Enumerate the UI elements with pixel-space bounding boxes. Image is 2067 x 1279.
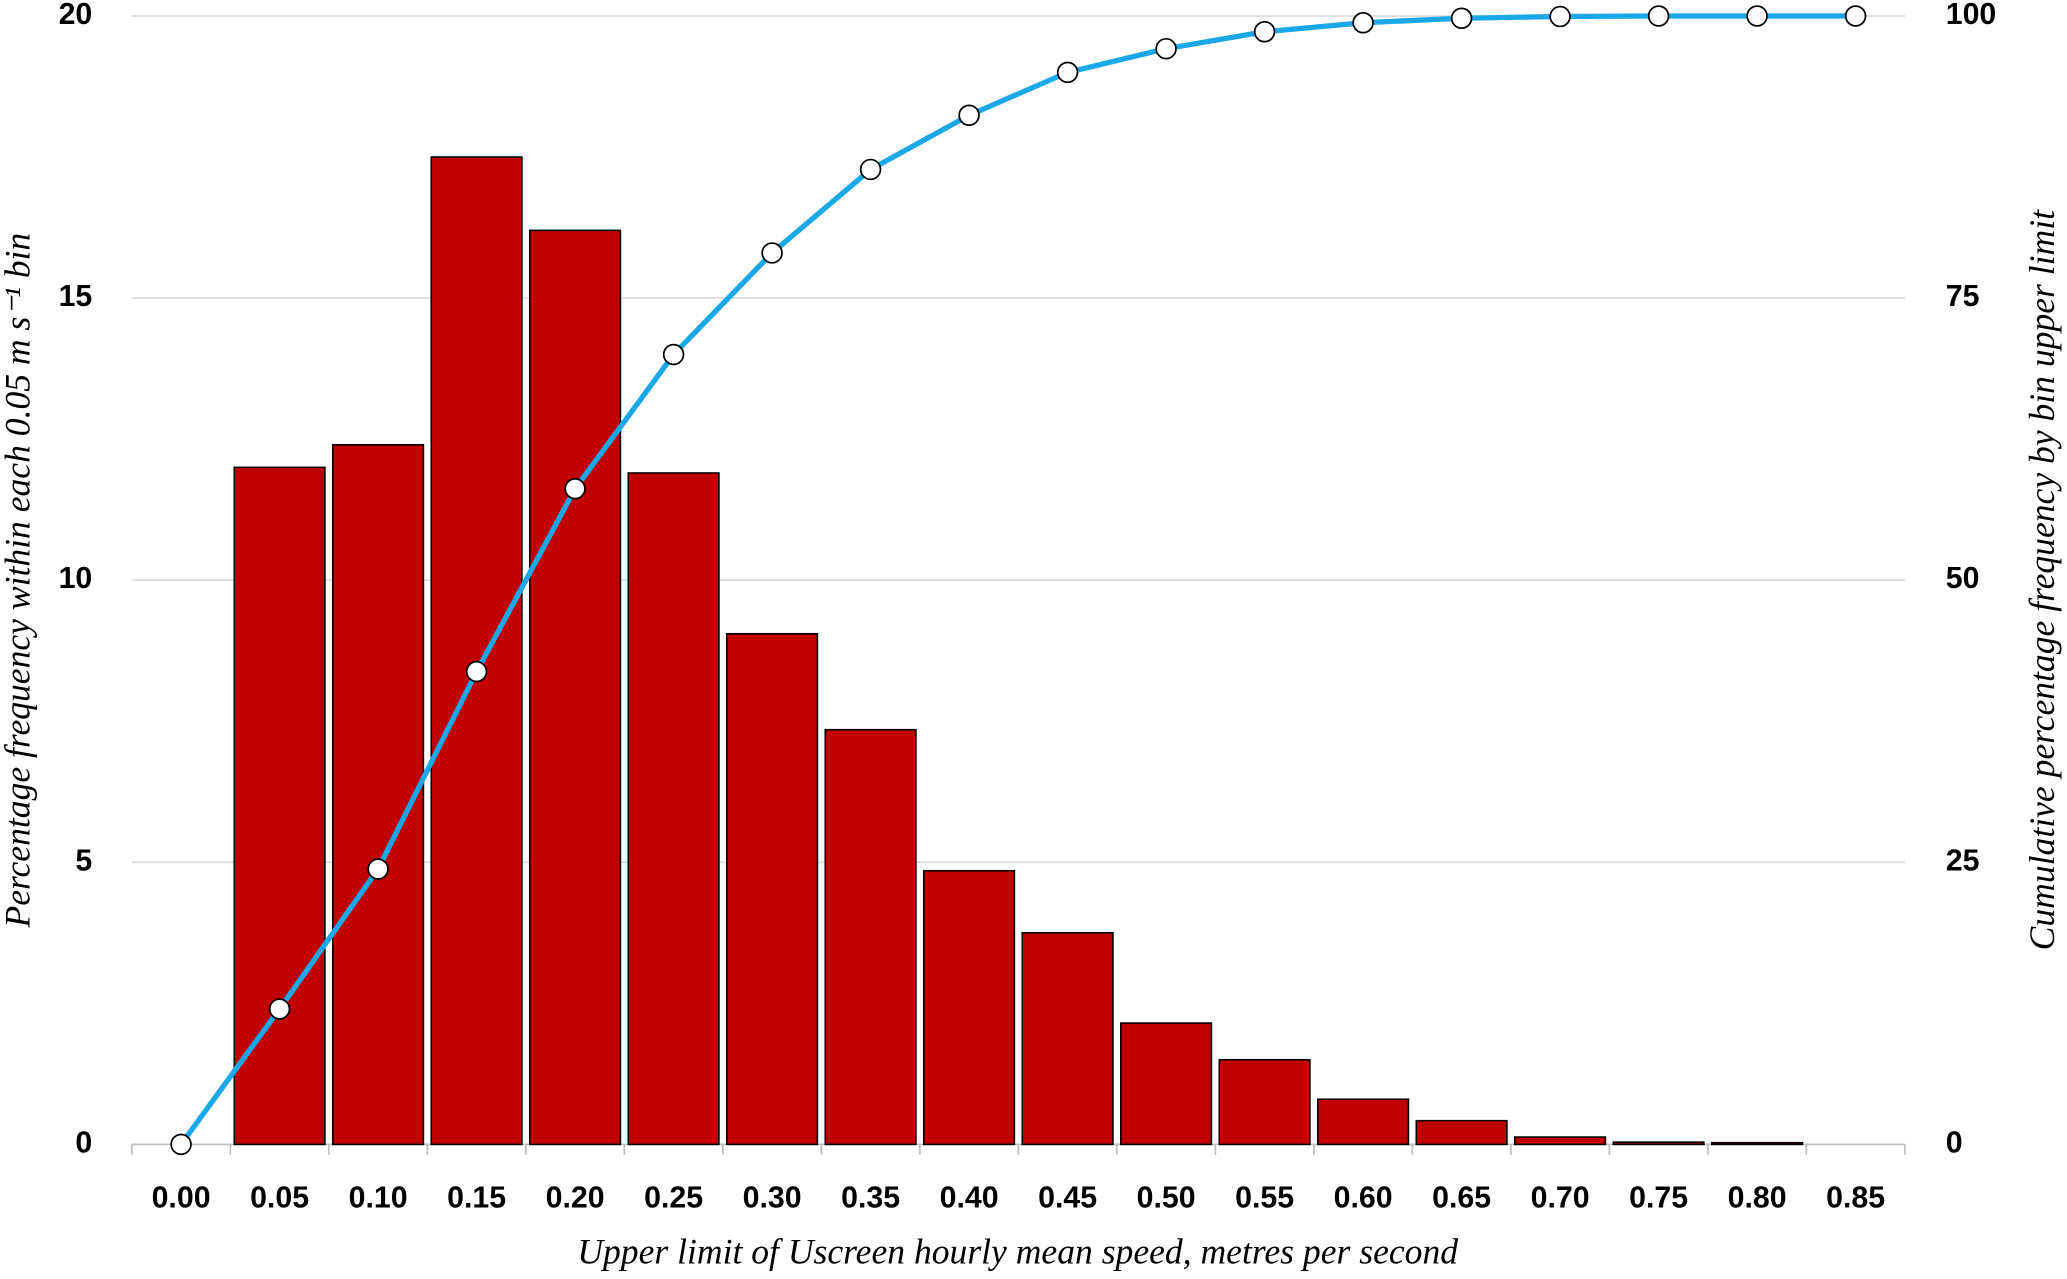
line-marker [1647, 5, 1670, 27]
x-tick-label: 0.35 [841, 1182, 900, 1215]
line-marker [958, 104, 980, 127]
x-tick-label: 0.30 [743, 1182, 802, 1215]
bar [430, 156, 523, 1146]
line-marker [1450, 7, 1473, 29]
x-tick-label: 0.60 [1334, 1182, 1393, 1215]
x-tick-label: 0.00 [152, 1182, 211, 1215]
bar [528, 229, 622, 1146]
line-marker [1549, 5, 1571, 28]
x-tick-label: 0.05 [250, 1182, 309, 1215]
x-tick-label: 0.55 [1235, 1182, 1294, 1215]
y-tick-label: 15 [59, 280, 93, 313]
x-tick-label: 0.45 [1038, 1182, 1097, 1215]
bar [922, 869, 1016, 1146]
bar [1021, 932, 1114, 1146]
line-marker [1352, 11, 1374, 34]
x-tick-label: 0.80 [1728, 1182, 1787, 1215]
y2-tick-label: 25 [1946, 844, 1980, 877]
y-axis-title: Percentage frequency within each 0.05 m … [0, 233, 37, 929]
bar [1415, 1119, 1508, 1146]
bar [824, 728, 917, 1146]
line-marker [268, 998, 291, 1020]
x-tick-label: 0.25 [644, 1182, 703, 1215]
line-marker [465, 660, 488, 683]
line-marker [1155, 37, 1177, 60]
bar [233, 466, 326, 1146]
bar [1513, 1136, 1607, 1146]
line [178, 13, 1856, 1146]
y2-axis-title: Cumulative percentage frequency by bin u… [2022, 209, 2062, 950]
line-marker [1746, 5, 1768, 27]
line-marker [1056, 61, 1079, 84]
line-marker [662, 343, 685, 366]
bar [1316, 1098, 1410, 1146]
line-marker [170, 1133, 192, 1156]
bar [1711, 1141, 1804, 1146]
x-tick-label: 0.50 [1137, 1182, 1196, 1215]
x-tick-label: 0.85 [1826, 1182, 1885, 1215]
bar [627, 472, 720, 1146]
line-marker [564, 478, 586, 500]
bar [725, 632, 819, 1146]
y-tick-label: 20 [59, 0, 93, 31]
y2-tick-label: 0 [1946, 1126, 1963, 1159]
bar [1612, 1141, 1705, 1146]
x-tick-label: 0.20 [546, 1182, 605, 1215]
y-tick-label: 10 [59, 562, 93, 595]
x-tick-label: 0.10 [349, 1182, 408, 1215]
bar [1119, 1022, 1213, 1146]
y-tick-label: 5 [75, 844, 92, 877]
line-marker [859, 158, 882, 181]
x-tick-label: 0.70 [1531, 1182, 1590, 1215]
x-tick-label: 0.65 [1432, 1182, 1491, 1215]
line-marker [367, 858, 389, 880]
x-tick-label: 0.15 [447, 1182, 506, 1215]
x-tick-label: 0.75 [1629, 1182, 1688, 1215]
bar [1218, 1058, 1311, 1146]
line-marker [1253, 21, 1276, 43]
y2-tick-label: 50 [1946, 562, 1980, 595]
bar [331, 443, 425, 1146]
line-marker [1844, 5, 1867, 27]
y2-tick-label: 75 [1946, 280, 1980, 313]
x-tick-label: 0.40 [940, 1182, 999, 1215]
y-tick-label: 0 [75, 1126, 92, 1159]
y2-tick-label: 100 [1946, 0, 1997, 31]
x-axis-title: Upper limit of Uscreen hourly mean speed… [577, 1231, 1458, 1271]
line-marker [761, 242, 783, 264]
